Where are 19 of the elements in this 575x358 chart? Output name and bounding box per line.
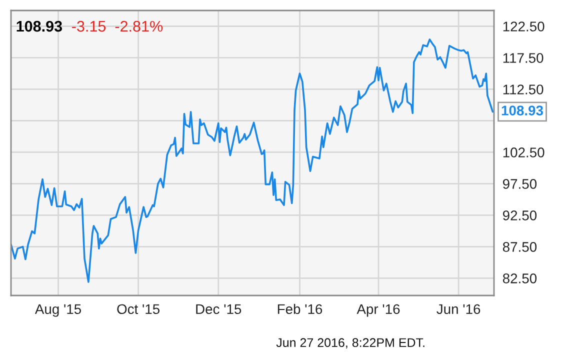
- y-tick-label: 112.50: [503, 84, 544, 94]
- x-tick-label: Dec '15: [196, 304, 242, 314]
- y-tick-label: 97.50: [502, 179, 537, 189]
- y-tick-label: 92.50: [502, 210, 537, 220]
- y-tick-label: 82.50: [502, 274, 537, 284]
- line-series: [11, 38, 494, 283]
- x-tick-label: Oct '15: [117, 304, 160, 314]
- text: -3.15 -2.81%: [72, 20, 163, 32]
- y-tick-label: 117.50: [503, 53, 544, 63]
- text: Jun 27 2016, 8:22PM EDT.: [276, 338, 424, 349]
- x-tick-label: Feb '16: [278, 304, 322, 314]
- x-tick-label: Aug '15: [34, 304, 82, 317]
- annotation: 108.93: [502, 106, 543, 116]
- y-tick-label: 102.50: [503, 148, 544, 158]
- text: 108.93: [16, 20, 62, 32]
- y-tick-label: 122.50: [503, 22, 544, 32]
- x-tick-label: Apr '16: [356, 304, 400, 317]
- y-tick-label: 87.50: [502, 242, 537, 252]
- x-tick-label: Jun '16: [436, 304, 480, 314]
